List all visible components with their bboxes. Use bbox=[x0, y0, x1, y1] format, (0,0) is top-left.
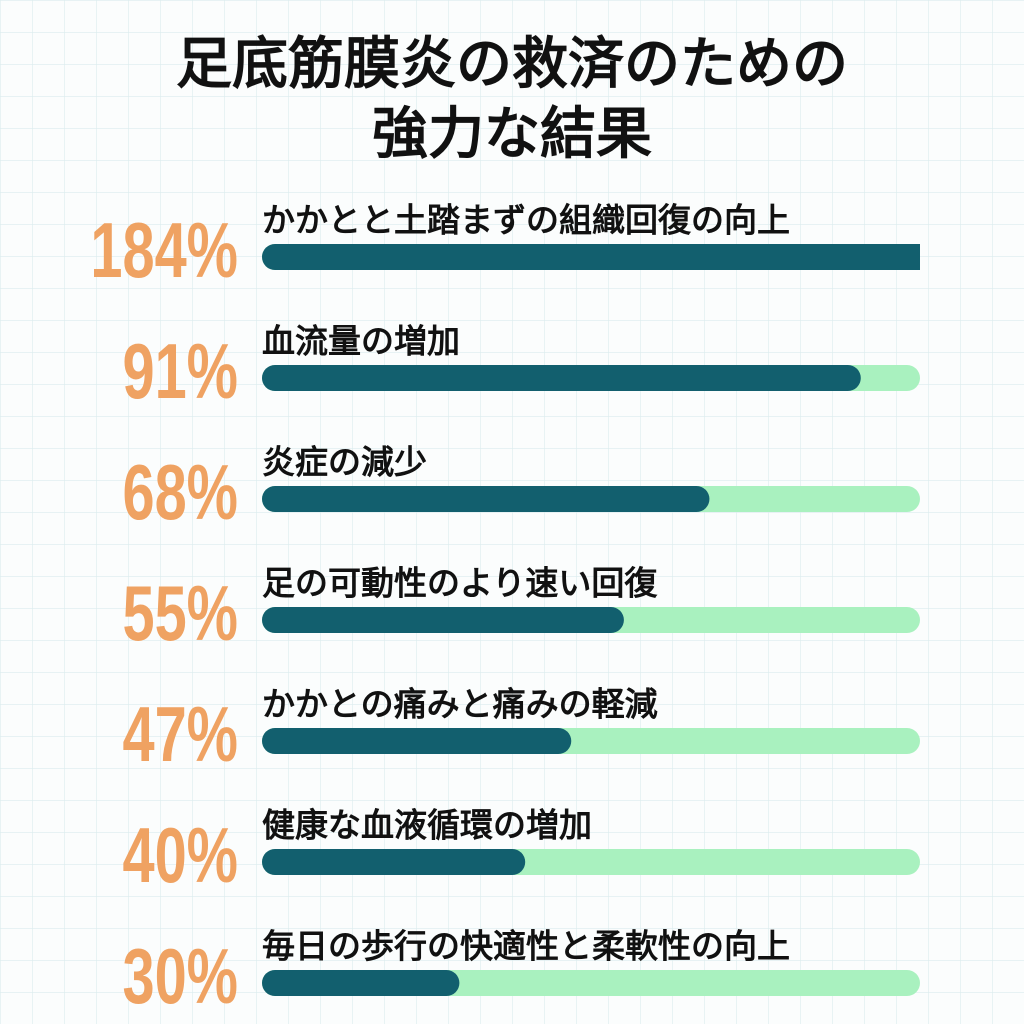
bar-clip bbox=[262, 970, 460, 996]
value-label-group: 30% bbox=[122, 933, 238, 1021]
value-label: 184% bbox=[90, 207, 238, 295]
bar bbox=[262, 607, 624, 633]
category-label: 足の可動性のより速い回復 bbox=[262, 564, 658, 603]
value-label: 91% bbox=[122, 328, 238, 416]
value-label-group: 184% bbox=[90, 207, 238, 295]
bar bbox=[262, 365, 861, 391]
bar bbox=[262, 849, 526, 875]
bar bbox=[262, 244, 920, 270]
category-label: 健康な血液循環の増加 bbox=[262, 806, 592, 845]
category-label: かかとと土踏まずの組織回復の向上 bbox=[262, 201, 790, 240]
value-label-group: 68% bbox=[122, 449, 238, 537]
bar bbox=[262, 728, 572, 754]
category-label: 毎日の歩行の快適性と柔軟性の向上 bbox=[262, 927, 790, 966]
value-label-group: 55% bbox=[122, 570, 238, 658]
chart-title: 足底筋膜炎の救済のための bbox=[176, 32, 848, 97]
value-label-group: 91% bbox=[122, 328, 238, 416]
category-label: かかとの痛みと痛みの軽減 bbox=[262, 685, 658, 724]
value-label: 55% bbox=[122, 570, 238, 658]
bar-clip bbox=[262, 728, 572, 754]
value-label-group: 47% bbox=[122, 691, 238, 779]
bar-clip bbox=[262, 607, 624, 633]
bar-clip bbox=[262, 244, 920, 270]
category-label: 炎症の減少 bbox=[262, 443, 427, 482]
value-label: 40% bbox=[122, 812, 238, 900]
bar bbox=[262, 970, 460, 996]
bar-clip bbox=[262, 486, 710, 512]
value-label: 68% bbox=[122, 449, 238, 537]
bar bbox=[262, 486, 710, 512]
value-label-group: 40% bbox=[122, 812, 238, 900]
value-label: 47% bbox=[122, 691, 238, 779]
chart-title: 強力な結果 bbox=[372, 102, 652, 167]
value-label: 30% bbox=[122, 933, 238, 1021]
bar-clip bbox=[262, 365, 861, 391]
bar-clip bbox=[262, 849, 526, 875]
category-label: 血流量の増加 bbox=[262, 322, 460, 361]
